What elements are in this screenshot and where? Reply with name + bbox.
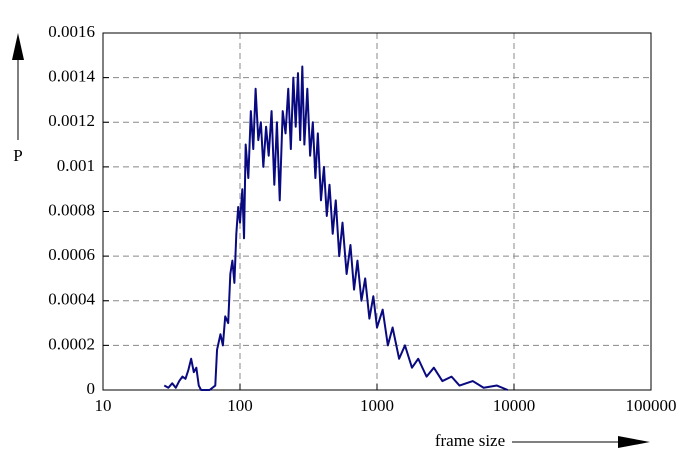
- x-axis-label: frame size: [435, 431, 505, 450]
- y-axis-arrowhead: [12, 33, 24, 60]
- y-tick-label: 0.0008: [48, 200, 95, 219]
- y-tick-label: 0.0002: [48, 334, 95, 353]
- y-tick-label: 0: [87, 379, 96, 398]
- y-tick-label: 0.0004: [48, 290, 95, 309]
- y-axis-label: P: [13, 146, 22, 165]
- y-tick-label: 0.0006: [48, 245, 95, 264]
- x-tick-label: 1000: [360, 396, 394, 415]
- y-tick-label: 0.001: [57, 156, 95, 175]
- x-tick-label: 100: [227, 396, 253, 415]
- y-tick-label: 0.0012: [48, 111, 95, 130]
- data-line: [163, 65, 509, 391]
- y-tick-label: 0.0016: [48, 22, 95, 41]
- x-tick-label: 10: [95, 396, 112, 415]
- x-tick-label: 10000: [493, 396, 536, 415]
- x-tick-label: 100000: [626, 396, 677, 415]
- y-tick-label: 0.0014: [48, 67, 95, 86]
- grid: [102, 32, 652, 391]
- x-axis-arrowhead: [618, 436, 650, 448]
